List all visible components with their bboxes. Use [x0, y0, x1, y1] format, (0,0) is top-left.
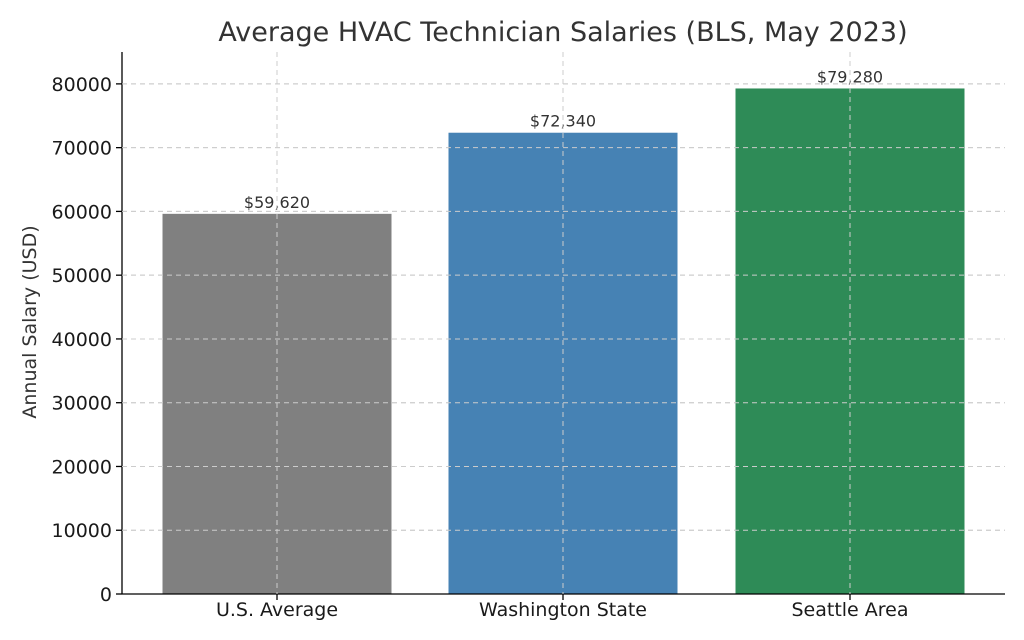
y-tick-label: 30000	[52, 393, 112, 415]
x-tick-label: U.S. Average	[216, 599, 338, 621]
data-label: $59,620	[244, 193, 310, 212]
data-labels: $59,620 $72,340 $79,280	[122, 52, 1005, 594]
x-tick-label: Seattle Area	[791, 599, 908, 621]
y-tick-label: 0	[100, 584, 112, 606]
data-label: $79,280	[817, 67, 883, 86]
y-tick-label: 80000	[52, 74, 112, 96]
y-tick-label: 70000	[52, 138, 112, 160]
y-tick-label: 40000	[52, 329, 112, 351]
chart-title: Average HVAC Technician Salaries (BLS, M…	[218, 17, 907, 48]
x-tick-label: Washington State	[479, 599, 647, 621]
y-tick-label: 50000	[52, 265, 112, 287]
y-axis-label: Annual Salary (USD)	[19, 225, 41, 418]
data-label: $72,340	[530, 112, 596, 131]
y-tick-label: 20000	[52, 456, 112, 478]
y-tick-label: 60000	[52, 201, 112, 223]
y-tick-label: 10000	[52, 520, 112, 542]
ticks: 0 10000 20000 30000 40000 50000 60000 70000 8000…	[52, 74, 909, 621]
